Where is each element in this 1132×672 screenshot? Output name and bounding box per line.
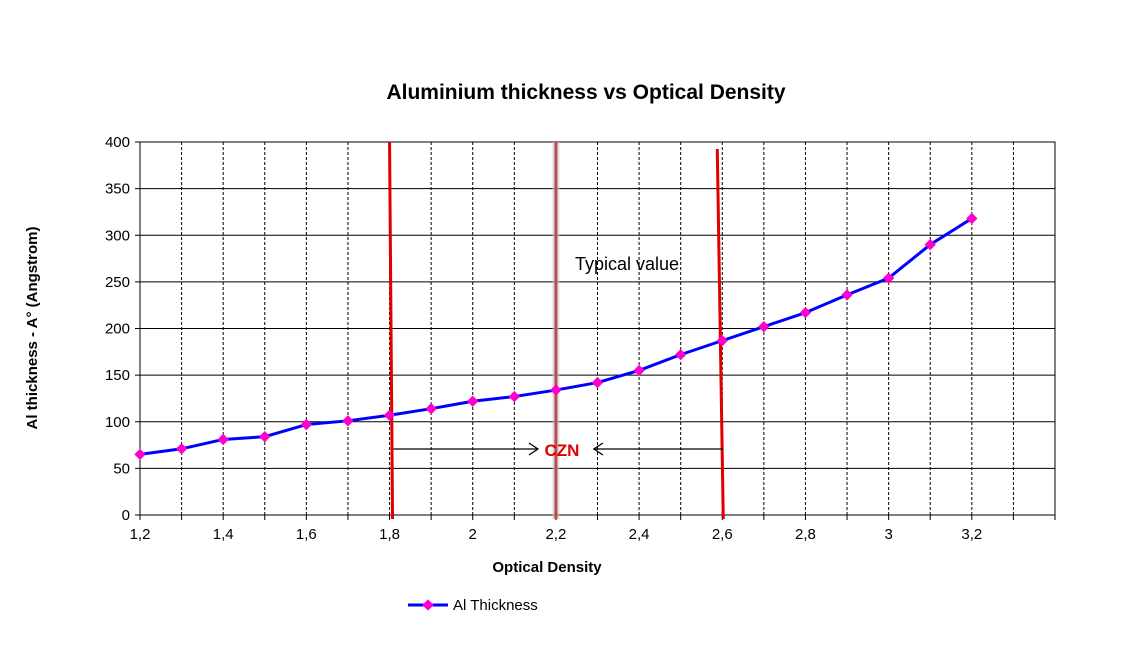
data-point [799, 306, 812, 319]
y-tick-label: 0 [122, 507, 130, 524]
data-point [175, 443, 188, 455]
chart-title: Aluminium thickness vs Optical Density [386, 81, 785, 104]
data-point [716, 334, 728, 347]
y-tick-label: 350 [105, 181, 130, 198]
data-point [217, 433, 229, 446]
data-point [841, 289, 853, 301]
x-tick-label: 3 [884, 526, 892, 543]
x-tick-label: 1,4 [213, 526, 234, 543]
x-tick-label: 1,8 [379, 526, 400, 543]
x-tick-label: 2,4 [629, 526, 650, 543]
reference-lines [388, 141, 725, 520]
y-tick-labels: 0 50 100 150 200 250 300 350 400 [105, 134, 130, 524]
data-point [508, 390, 520, 403]
x-tick-label: 2,2 [545, 526, 566, 543]
x-tick-labels: 1,2 1,4 1,6 1,8 2 2,2 2,4 2,6 2,8 3 3,2 [130, 526, 983, 543]
x-tick-label: 2,8 [795, 526, 816, 543]
data-point [342, 415, 354, 427]
y-tick-label: 50 [113, 460, 130, 477]
data-point [425, 403, 437, 415]
y-axis-title: Al thickness - A° (Angstrom) [24, 227, 41, 430]
data-point [259, 431, 271, 443]
czn-arrow-left-head [528, 442, 540, 456]
x-tick-label: 2,6 [712, 526, 733, 543]
czn-label: CZN [545, 441, 580, 460]
y-tick-label: 100 [105, 414, 130, 431]
data-point [467, 395, 479, 407]
data-point [550, 384, 562, 396]
typical-value-label: Typical value [575, 254, 679, 274]
data-point [300, 418, 313, 431]
grid [135, 141, 1056, 520]
data-point [758, 320, 770, 333]
x-axis-title: Optical Density [492, 559, 602, 576]
data-point [882, 272, 895, 284]
czn-arrows [393, 442, 724, 456]
reference-line-left [388, 141, 395, 520]
y-tick-label: 300 [105, 227, 130, 244]
legend-marker [422, 599, 434, 611]
data-point [924, 238, 936, 251]
data-point [675, 348, 687, 361]
reference-line-right [715, 148, 725, 520]
legend: Al Thickness [408, 597, 538, 614]
x-tick-label: 3,2 [961, 526, 982, 543]
y-tick-label: 200 [105, 321, 130, 338]
x-tick-label: 1,6 [296, 526, 317, 543]
czn-arrow-right-head [592, 442, 604, 456]
y-tick-label: 400 [105, 134, 130, 151]
x-tick-label: 2 [469, 526, 477, 543]
data-point [633, 364, 645, 377]
data-point [966, 212, 978, 225]
data-point [383, 409, 396, 421]
data-point [591, 376, 604, 389]
data-point [134, 448, 146, 461]
series-group [134, 212, 978, 461]
legend-label: Al Thickness [453, 597, 538, 614]
y-tick-label: 150 [105, 367, 130, 384]
y-tick-label: 250 [105, 274, 130, 291]
x-tick-label: 1,2 [130, 526, 151, 543]
